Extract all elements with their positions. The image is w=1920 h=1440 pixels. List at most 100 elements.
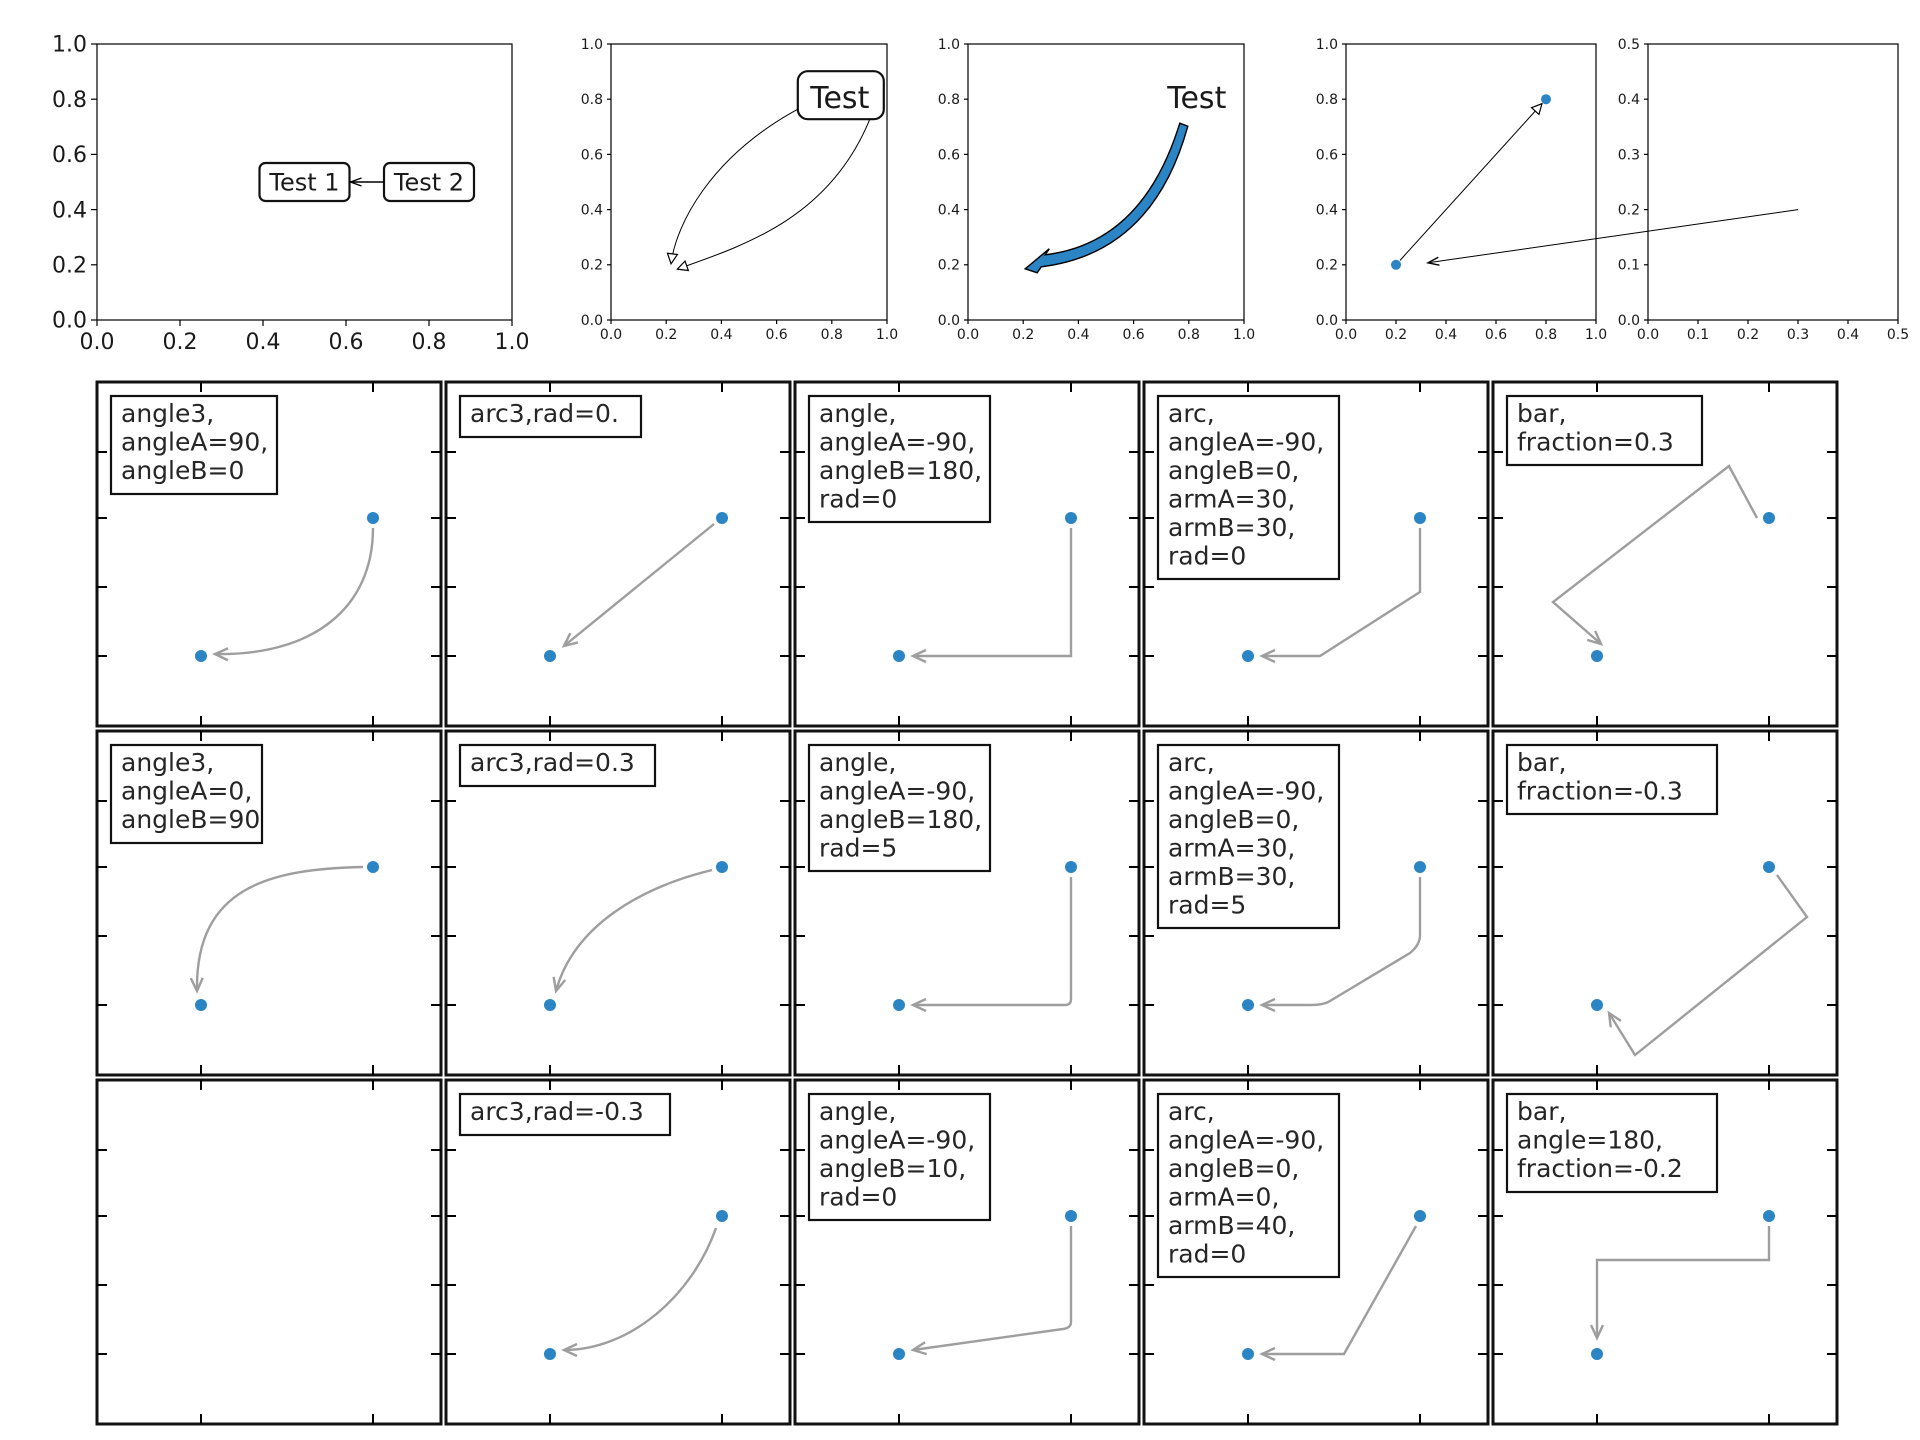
data-point [1591, 650, 1603, 662]
data-point [893, 650, 905, 662]
connector-arrow [1259, 1225, 1418, 1362]
connector-arrow [910, 528, 1073, 664]
data-point [1391, 259, 1401, 270]
data-point [716, 1210, 728, 1222]
panel-frame [444, 1078, 792, 1426]
y-tick-label: 0.2 [938, 258, 960, 274]
y-tick-label: 0.3 [1618, 147, 1640, 163]
annotation-text: Test [1166, 81, 1226, 116]
fancy-arrow [1023, 122, 1189, 274]
y-tick-label: 0.8 [1316, 92, 1338, 108]
label-box [807, 1092, 992, 1222]
connection-style-label: angle, angleA=-90, angleB=180, rad=0 [819, 399, 982, 514]
connection-style-label: angle3, angleA=90, angleB=0 [121, 399, 268, 485]
connection-panel: bar, angle=180, fraction=-0.2 [1491, 1078, 1839, 1426]
connection-panel [95, 1078, 443, 1426]
label-box [807, 743, 992, 873]
connection-style-label: angle3, angleA=0, angleB=90 [121, 748, 260, 834]
x-tick-label: 0.2 [1012, 327, 1034, 343]
connector-arrow [1589, 1226, 1771, 1341]
label-box [1505, 1092, 1719, 1194]
data-point [1065, 861, 1077, 873]
annotation-arrow [671, 108, 799, 263]
y-tick-label: 0.6 [52, 143, 87, 168]
y-tick-label: 0.0 [581, 313, 603, 329]
x-tick-label: 0.4 [246, 330, 281, 355]
connector-arrow [189, 865, 364, 994]
data-point [1242, 650, 1254, 662]
panel-frame [793, 729, 1141, 1077]
data-point [544, 1348, 556, 1360]
x-tick-label: 0.2 [655, 327, 677, 343]
panel-frame [1142, 729, 1490, 1077]
x-tick-label: 1.0 [1233, 327, 1255, 343]
label-box [109, 743, 264, 845]
connection-style-label: angle, angleA=-90, angleB=180, rad=5 [819, 748, 982, 863]
data-point [195, 650, 207, 662]
chart-5: 0.0 0.1 0.2 0.3 0.4 0.5 0.0 0.1 0.2 0.3 0.4 0.5 [1428, 37, 1909, 343]
data-point [1242, 1348, 1254, 1360]
y-tick-label: 0.8 [938, 92, 960, 108]
x-tick-label: 0.8 [821, 327, 843, 343]
connection-style-label: bar, fraction=-0.3 [1517, 748, 1683, 806]
connection-style-label: arc, angleA=-90, angleB=0, armA=30, armB=30,… [1168, 748, 1324, 920]
annotation-arrow [1428, 209, 1799, 263]
x-tick-label: 0.0 [1335, 327, 1357, 343]
x-tick-label: 0.3 [1787, 327, 1809, 343]
y-tick-label: 1.0 [1316, 37, 1338, 53]
data-point [367, 861, 379, 873]
connection-panel: angle3, angleA=90, angleB=0 [95, 380, 443, 728]
x-tick-label: 0.4 [1837, 327, 1859, 343]
connection-panel: angle, angleA=-90, angleB=180, rad=5 [793, 729, 1141, 1077]
panel-frame [95, 729, 443, 1077]
label-box [807, 394, 992, 524]
panel-frame [1142, 380, 1490, 728]
chart-3: 0.0 0.2 0.4 0.6 0.8 1.0 0.0 0.2 0.4 0.6 0.8 1.0 Test [938, 37, 1255, 343]
chart-2: 0.0 0.2 0.4 0.6 0.8 1.0 0.0 0.2 0.4 0.6 0.8 1.0 Test [581, 37, 898, 343]
panel-frame [444, 380, 792, 728]
data-point [1242, 999, 1254, 1011]
data-point [544, 650, 556, 662]
y-tick-label: 0.4 [1316, 203, 1338, 219]
y-tick-label: 0.8 [581, 92, 603, 108]
connector-arrow [1259, 877, 1422, 1013]
connection-panel: arc, angleA=-90, angleB=0, armA=30, armB=30,… [1142, 380, 1490, 728]
y-tick-label: 0.0 [1316, 313, 1338, 329]
annotation-text: Test 1 [268, 169, 339, 197]
chart-1: 0.0 0.2 0.4 0.6 0.8 1.0 0.0 0.2 0.4 0.6 0.8 1.0 Test… [52, 33, 530, 355]
data-point [1414, 1210, 1426, 1222]
x-tick-label: 0.8 [1178, 327, 1200, 343]
annotation-arrow [678, 119, 871, 269]
x-tick-label: 1.0 [1585, 327, 1607, 343]
connector-arrow [1607, 874, 1809, 1057]
x-tick-label: 0.0 [80, 330, 115, 355]
y-tick-label: 1.0 [581, 37, 603, 53]
x-tick-label: 0.0 [957, 327, 979, 343]
annotation-text: Test 2 [393, 169, 464, 197]
data-point [1414, 512, 1426, 524]
y-tick-label: 0.6 [1316, 147, 1338, 163]
x-tick-label: 0.6 [1485, 327, 1507, 343]
connection-panel: arc, angleA=-90, angleB=0, armA=0, armB=40, r… [1142, 1078, 1490, 1426]
y-tick-label: 0.1 [1618, 258, 1640, 274]
connection-style-label: arc, angleA=-90, angleB=0, armA=30, armB=30,… [1168, 399, 1324, 571]
connection-panel: angle, angleA=-90, angleB=180, rad=0 [793, 380, 1141, 728]
label-box [458, 394, 643, 439]
connection-style-label: arc3,rad=-0.3 [470, 1097, 644, 1126]
connection-style-label: angle, angleA=-90, angleB=10, rad=0 [819, 1097, 975, 1212]
x-tick-label: 0.2 [1737, 327, 1759, 343]
data-point [893, 1348, 905, 1360]
axes-frame [610, 43, 888, 321]
x-tick-label: 0.4 [710, 327, 732, 343]
y-tick-label: 0.6 [938, 147, 960, 163]
x-tick-label: 0.6 [765, 327, 787, 343]
y-tick-label: 0.2 [1618, 203, 1640, 219]
annotation-arrow [1399, 104, 1541, 261]
x-tick-label: 1.0 [876, 327, 898, 343]
connection-style-grid: angle3, angleA=90, angleB=0 arc3,rad=0. angl… [95, 380, 1839, 1426]
connector-arrow [910, 1226, 1073, 1356]
data-point [1763, 1210, 1775, 1222]
x-tick-label: 0.2 [163, 330, 198, 355]
y-tick-label: 0.0 [1618, 313, 1640, 329]
data-point [1541, 94, 1551, 105]
